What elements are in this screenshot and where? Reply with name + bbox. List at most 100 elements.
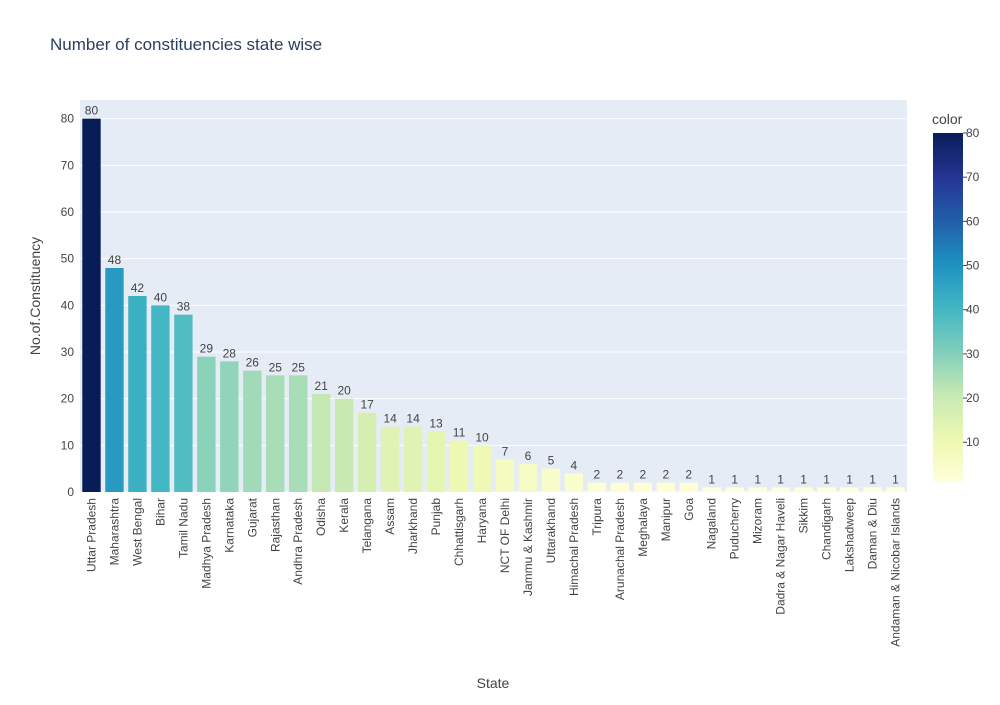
grid-lines — [80, 118, 907, 493]
data-label: 1 — [731, 472, 738, 486]
y-tick-label: 40 — [61, 298, 75, 312]
bar — [633, 482, 653, 492]
bar — [449, 440, 469, 492]
data-label: 4 — [571, 458, 578, 472]
x-tick-label: Arunachal Pradesh — [613, 498, 627, 600]
colorbar-tick-label: 10 — [966, 435, 980, 449]
x-tick-label: Andaman & Nicobar Islands — [889, 498, 903, 647]
chart-title: Number of constituencies state wise — [50, 35, 322, 54]
x-tick-label: Mizoram — [751, 498, 765, 544]
bar — [472, 445, 492, 492]
data-label: 21 — [315, 379, 329, 393]
y-axis-ticks: 0 10 20 30 40 50 60 70 80 — [61, 112, 75, 499]
data-label: 17 — [360, 398, 374, 412]
y-tick-label: 10 — [61, 438, 75, 452]
data-label: 25 — [269, 360, 283, 374]
bar — [817, 487, 836, 492]
x-tick-label: Kerala — [337, 498, 351, 533]
bar — [518, 464, 538, 492]
data-label: 6 — [525, 449, 532, 463]
data-label: 5 — [548, 454, 555, 468]
y-tick-label: 70 — [61, 158, 75, 172]
bar — [334, 398, 354, 492]
x-tick-label: Dadra & Nagar Haveli — [774, 498, 788, 615]
y-axis-label: No.of.Constituency — [27, 237, 43, 355]
bar — [587, 482, 607, 492]
data-label: 1 — [754, 472, 761, 486]
x-tick-label: Tripura — [590, 498, 604, 536]
data-label: 14 — [383, 412, 397, 426]
bar — [886, 487, 905, 492]
x-tick-label: Telangana — [360, 498, 374, 554]
y-tick-label: 20 — [61, 392, 75, 406]
x-tick-label: Maharashtra — [107, 498, 121, 566]
x-tick-label: Sikkim — [797, 498, 811, 533]
y-tick-label: 80 — [61, 112, 75, 126]
x-tick-label: Odisha — [314, 498, 328, 536]
data-label: 20 — [338, 384, 352, 398]
x-tick-label: Manipur — [659, 498, 673, 541]
x-tick-label: NCT OF Delhi — [498, 498, 512, 573]
y-tick-label: 30 — [61, 345, 75, 359]
x-tick-label: Gujarat — [245, 497, 259, 537]
x-tick-label: Nagaland — [705, 498, 719, 549]
data-label: 10 — [475, 430, 489, 444]
x-tick-label: Madhya Pradesh — [199, 498, 213, 589]
x-tick-label: Punjab — [429, 498, 443, 536]
data-label: 29 — [200, 342, 214, 356]
bar — [702, 487, 721, 492]
data-label: 38 — [177, 300, 191, 314]
x-tick-label: Rajasthan — [268, 498, 282, 552]
colorbar-tick-label: 20 — [966, 391, 980, 405]
colorbar-tick-label: 60 — [966, 214, 980, 228]
data-label: 1 — [869, 472, 876, 486]
bar — [312, 394, 331, 492]
bar — [197, 356, 216, 492]
x-tick-label: Tamil Nadu — [176, 498, 190, 558]
data-label: 2 — [617, 468, 624, 482]
bar — [380, 426, 400, 492]
x-tick-label: Uttarakhand — [544, 498, 558, 563]
data-label: 26 — [246, 356, 260, 370]
bar — [771, 487, 790, 492]
bar — [840, 487, 859, 492]
bar — [794, 487, 813, 492]
bar — [174, 314, 193, 492]
data-label: 13 — [429, 416, 443, 430]
bar — [243, 370, 262, 492]
x-tick-label: Andhra Pradesh — [291, 498, 305, 585]
data-label: 1 — [892, 472, 899, 486]
colorbar-ticks: 10 20 30 40 50 60 70 80 — [963, 126, 980, 449]
data-label: 2 — [639, 468, 646, 482]
bar — [105, 268, 124, 492]
bar — [725, 487, 744, 492]
data-label: 40 — [154, 290, 168, 304]
x-tick-label: Bihar — [153, 498, 167, 526]
x-tick-label: Haryana — [475, 498, 489, 544]
bar — [863, 487, 882, 492]
x-tick-label: Chhattisgarh — [452, 498, 466, 566]
bar — [151, 305, 170, 492]
bar — [564, 473, 584, 492]
bar — [266, 375, 285, 492]
bar — [128, 296, 147, 492]
data-label: 7 — [502, 444, 509, 458]
data-label: 1 — [777, 472, 784, 486]
data-label: 14 — [406, 412, 420, 426]
x-tick-label: Chandigarh — [820, 498, 834, 560]
x-tick-label: Assam — [383, 498, 397, 535]
x-axis-label: State — [477, 675, 510, 691]
colorbar-gradient — [933, 133, 963, 482]
data-label: 2 — [662, 468, 669, 482]
x-tick-label: Goa — [682, 498, 696, 521]
x-tick-label: Karnataka — [222, 498, 236, 553]
data-label: 42 — [131, 281, 145, 295]
colorbar-title: color — [932, 111, 963, 127]
x-tick-label: West Bengal — [130, 498, 144, 566]
data-label: 48 — [108, 253, 122, 267]
bar — [748, 487, 767, 492]
data-label: 1 — [708, 472, 715, 486]
colorbar-tick-label: 80 — [966, 126, 980, 140]
